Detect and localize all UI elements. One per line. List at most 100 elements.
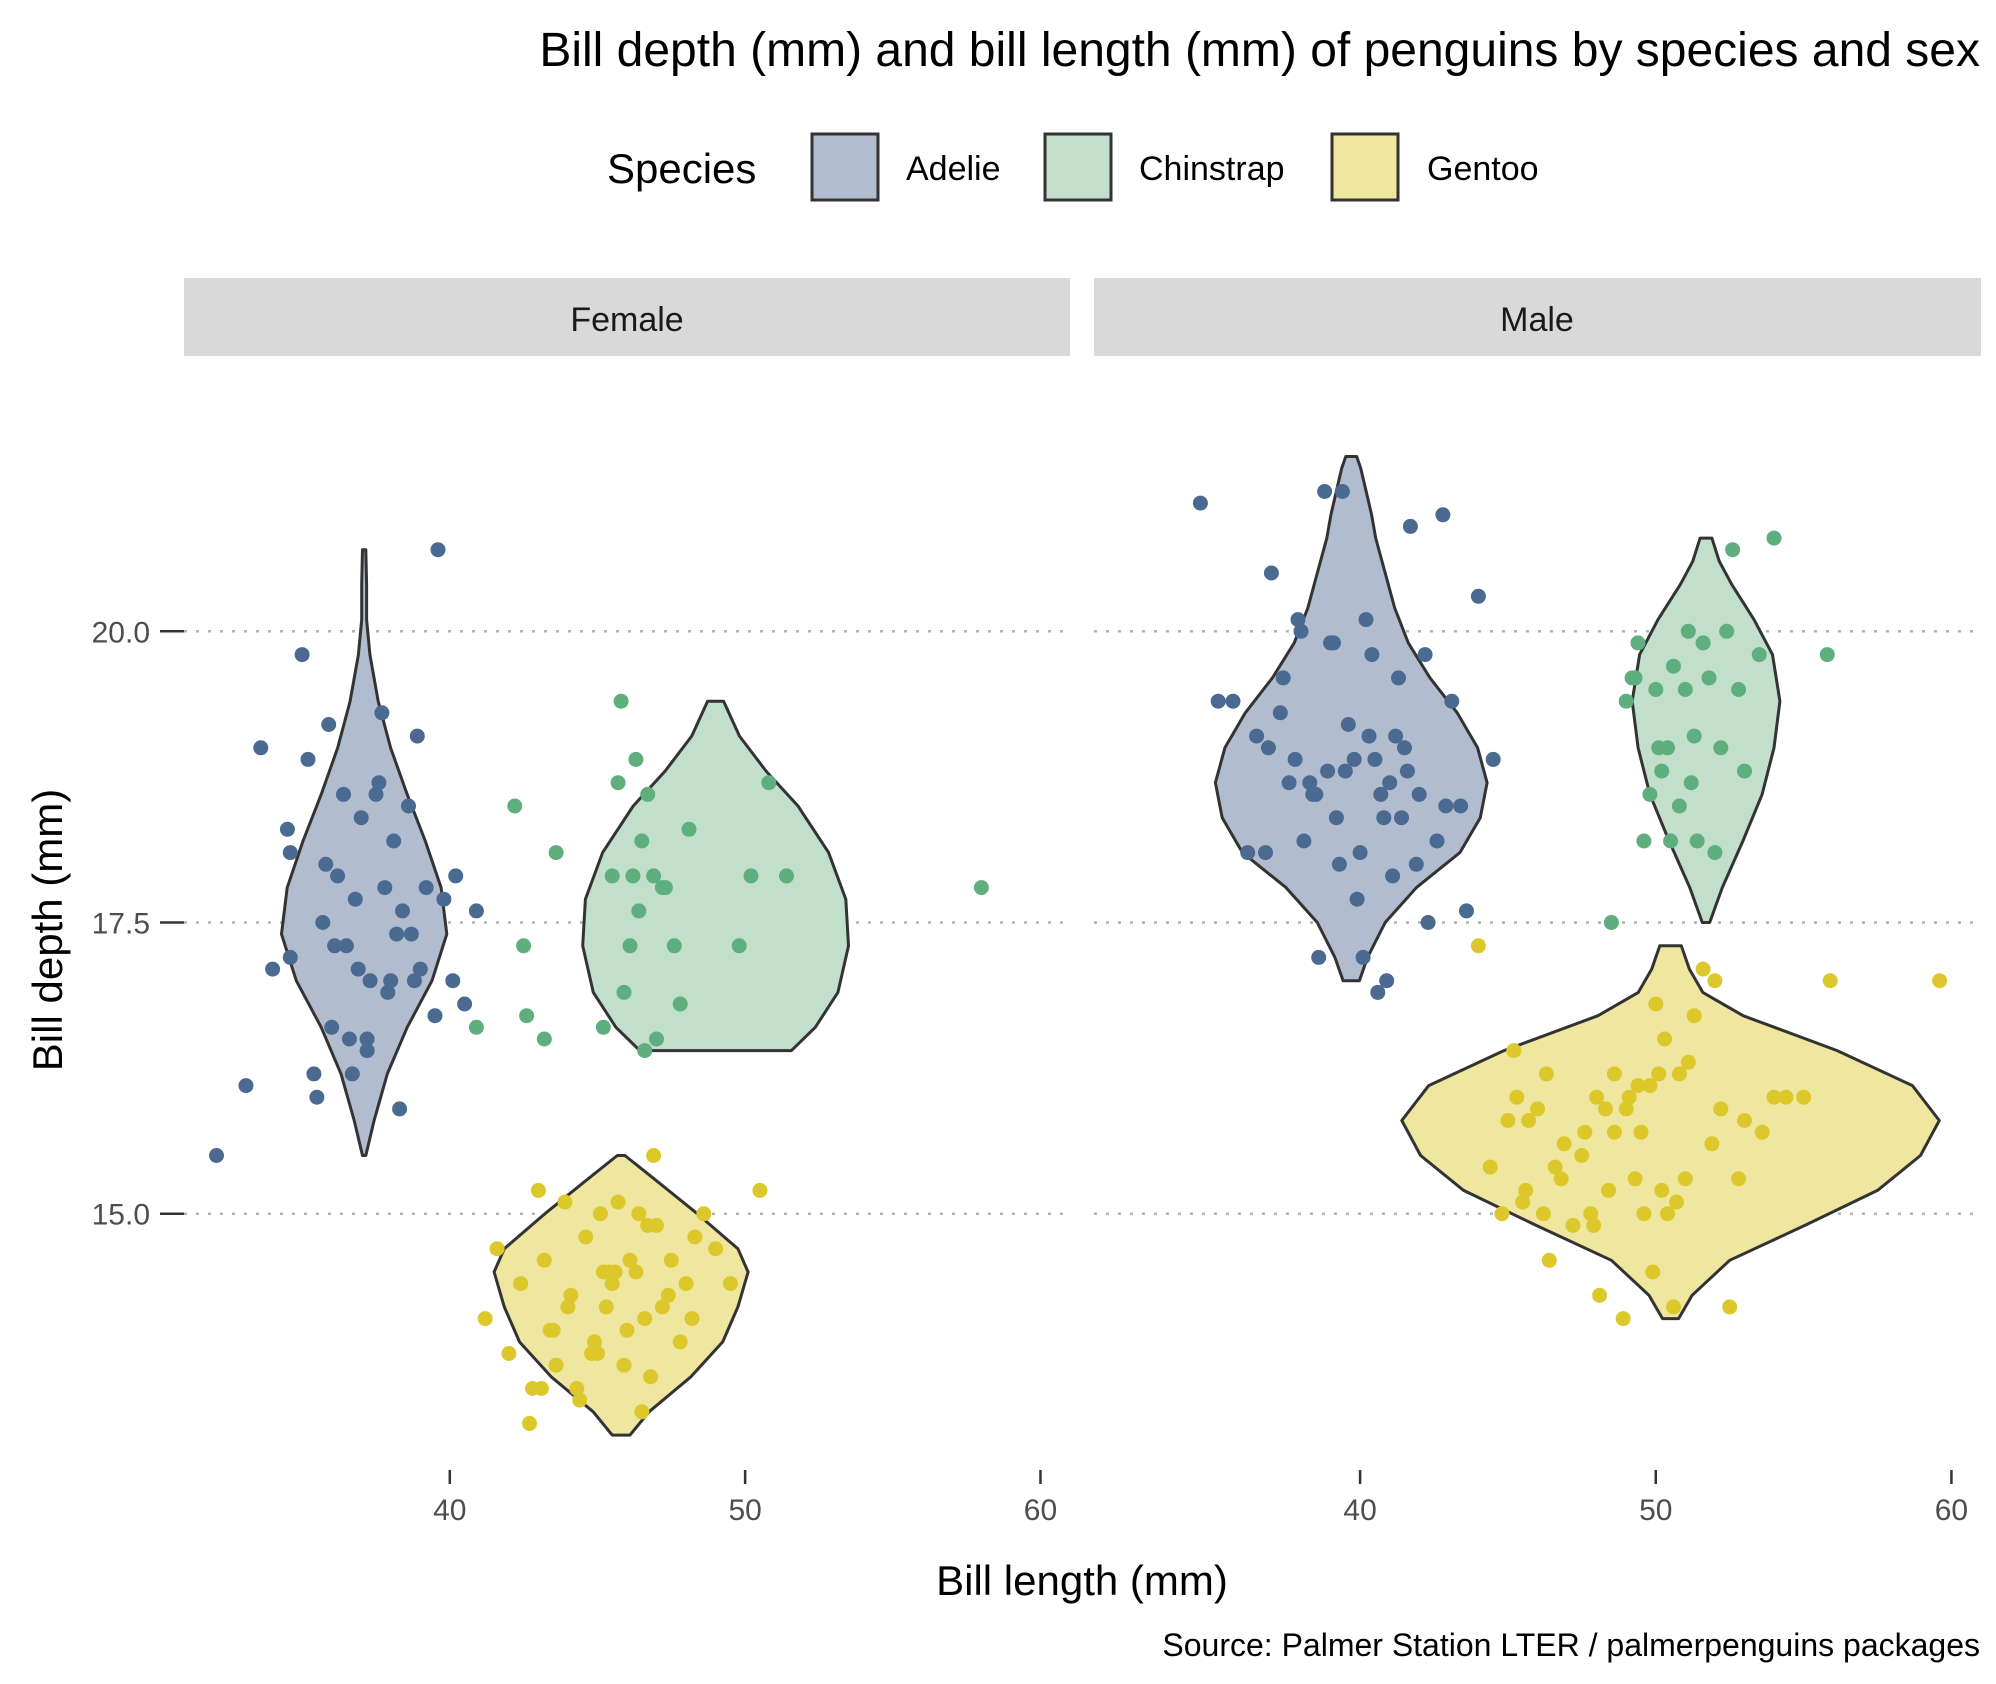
- point-male-gentoo: [1686, 1008, 1702, 1024]
- point-female-chinstrap: [622, 938, 638, 954]
- point-female-adelie: [353, 810, 369, 826]
- point-male-gentoo: [1583, 1206, 1599, 1222]
- point-male-adelie: [1305, 786, 1321, 802]
- point-male-adelie: [1293, 623, 1309, 639]
- point-male-gentoo: [1592, 1287, 1608, 1303]
- violin-female-adelie: [280, 548, 449, 1157]
- x-axis-title: Bill length (mm): [936, 1557, 1228, 1604]
- point-female-adelie: [436, 891, 452, 907]
- point-male-adelie: [1385, 868, 1401, 884]
- point-female-gentoo: [660, 1287, 676, 1303]
- point-male-adelie: [1399, 763, 1415, 779]
- point-female-chinstrap: [536, 1031, 552, 1047]
- point-male-adelie: [1287, 751, 1303, 767]
- point-male-chinstrap: [1654, 763, 1670, 779]
- point-female-gentoo: [536, 1252, 552, 1268]
- x-tick-label-50-panel-0: 50: [728, 1494, 761, 1527]
- point-male-gentoo: [1530, 1101, 1545, 1117]
- point-female-gentoo: [545, 1322, 561, 1338]
- point-male-adelie: [1438, 798, 1454, 814]
- facet-strip-female-bg: [184, 278, 1070, 356]
- point-female-gentoo: [622, 1252, 638, 1268]
- point-male-chinstrap: [1719, 623, 1735, 639]
- y-tick-label-15-0: 15.0: [92, 1199, 150, 1232]
- point-female-chinstrap: [519, 1008, 535, 1024]
- point-male-adelie: [1376, 810, 1392, 826]
- point-male-adelie: [1328, 810, 1344, 826]
- point-female-adelie: [392, 1101, 408, 1117]
- point-female-adelie: [238, 1078, 254, 1094]
- point-female-gentoo: [684, 1311, 700, 1327]
- point-female-adelie: [468, 903, 484, 919]
- point-female-chinstrap: [646, 868, 662, 884]
- point-female-gentoo: [752, 1182, 768, 1198]
- point-male-gentoo: [1648, 996, 1664, 1012]
- point-male-gentoo: [1722, 1299, 1738, 1315]
- facet-label-female: Female: [570, 301, 683, 339]
- point-female-adelie: [321, 717, 337, 732]
- panel-male: [1192, 455, 1948, 1327]
- point-female-adelie: [341, 1031, 357, 1047]
- point-female-gentoo: [563, 1287, 579, 1303]
- point-female-adelie: [386, 833, 402, 849]
- point-female-adelie: [359, 1031, 375, 1047]
- point-male-chinstrap: [1819, 647, 1835, 663]
- point-male-gentoo: [1796, 1089, 1812, 1105]
- point-female-adelie: [368, 786, 384, 802]
- point-male-adelie: [1370, 984, 1386, 1000]
- point-female-gentoo: [522, 1415, 537, 1431]
- point-male-adelie: [1361, 728, 1377, 744]
- point-male-chinstrap: [1751, 647, 1767, 663]
- point-female-chinstrap: [516, 938, 532, 954]
- point-male-chinstrap: [1725, 542, 1741, 558]
- point-male-chinstrap: [1666, 658, 1681, 674]
- point-male-gentoo: [1598, 1101, 1613, 1117]
- point-male-adelie: [1459, 903, 1474, 919]
- point-female-gentoo: [649, 1217, 664, 1233]
- point-female-gentoo: [722, 1276, 738, 1292]
- point-male-chinstrap: [1618, 693, 1634, 709]
- point-male-adelie: [1302, 775, 1318, 791]
- point-female-adelie: [309, 1089, 325, 1105]
- point-male-gentoo: [1553, 1171, 1569, 1187]
- point-female-adelie: [265, 961, 281, 977]
- point-male-adelie: [1317, 484, 1333, 499]
- point-male-adelie: [1263, 565, 1279, 581]
- point-female-gentoo: [572, 1392, 588, 1408]
- point-male-gentoo: [1494, 1206, 1510, 1222]
- point-female-chinstrap: [604, 868, 620, 884]
- point-male-gentoo: [1470, 938, 1486, 954]
- legend: Species Adelie Chinstrap Gentoo: [607, 132, 1539, 202]
- chart-title: Bill depth (mm) and bill length (mm) of …: [539, 24, 1980, 77]
- point-male-adelie: [1352, 845, 1368, 861]
- legend-key-gentoo: [1330, 132, 1400, 202]
- point-male-gentoo: [1601, 1182, 1616, 1198]
- point-male-adelie: [1275, 670, 1291, 686]
- point-male-gentoo: [1577, 1124, 1593, 1140]
- chart-caption: Source: Palmer Station LTER / palmerpeng…: [1162, 1627, 1980, 1663]
- point-male-chinstrap: [1701, 670, 1717, 686]
- point-male-gentoo: [1521, 1113, 1537, 1128]
- point-female-chinstrap: [613, 693, 629, 709]
- point-male-gentoo: [1645, 1264, 1661, 1280]
- point-female-adelie: [401, 798, 416, 814]
- point-male-chinstrap: [1671, 798, 1687, 814]
- point-male-adelie: [1470, 588, 1486, 604]
- point-male-gentoo: [1707, 973, 1723, 989]
- point-female-adelie: [300, 751, 316, 767]
- point-female-chinstrap: [649, 1031, 664, 1047]
- point-female-adelie: [338, 938, 354, 954]
- point-male-gentoo: [1713, 1101, 1729, 1117]
- point-male-chinstrap: [1713, 740, 1729, 756]
- point-male-gentoo: [1654, 1182, 1670, 1198]
- point-female-gentoo: [489, 1241, 505, 1257]
- point-female-chinstrap: [743, 868, 759, 884]
- point-female-adelie: [315, 915, 331, 930]
- point-female-chinstrap: [595, 1019, 611, 1035]
- point-male-adelie: [1334, 484, 1350, 499]
- point-male-chinstrap: [1686, 728, 1702, 744]
- point-male-gentoo: [1822, 973, 1838, 989]
- point-female-chinstrap: [628, 751, 644, 767]
- legend-label-gentoo: Gentoo: [1427, 150, 1539, 188]
